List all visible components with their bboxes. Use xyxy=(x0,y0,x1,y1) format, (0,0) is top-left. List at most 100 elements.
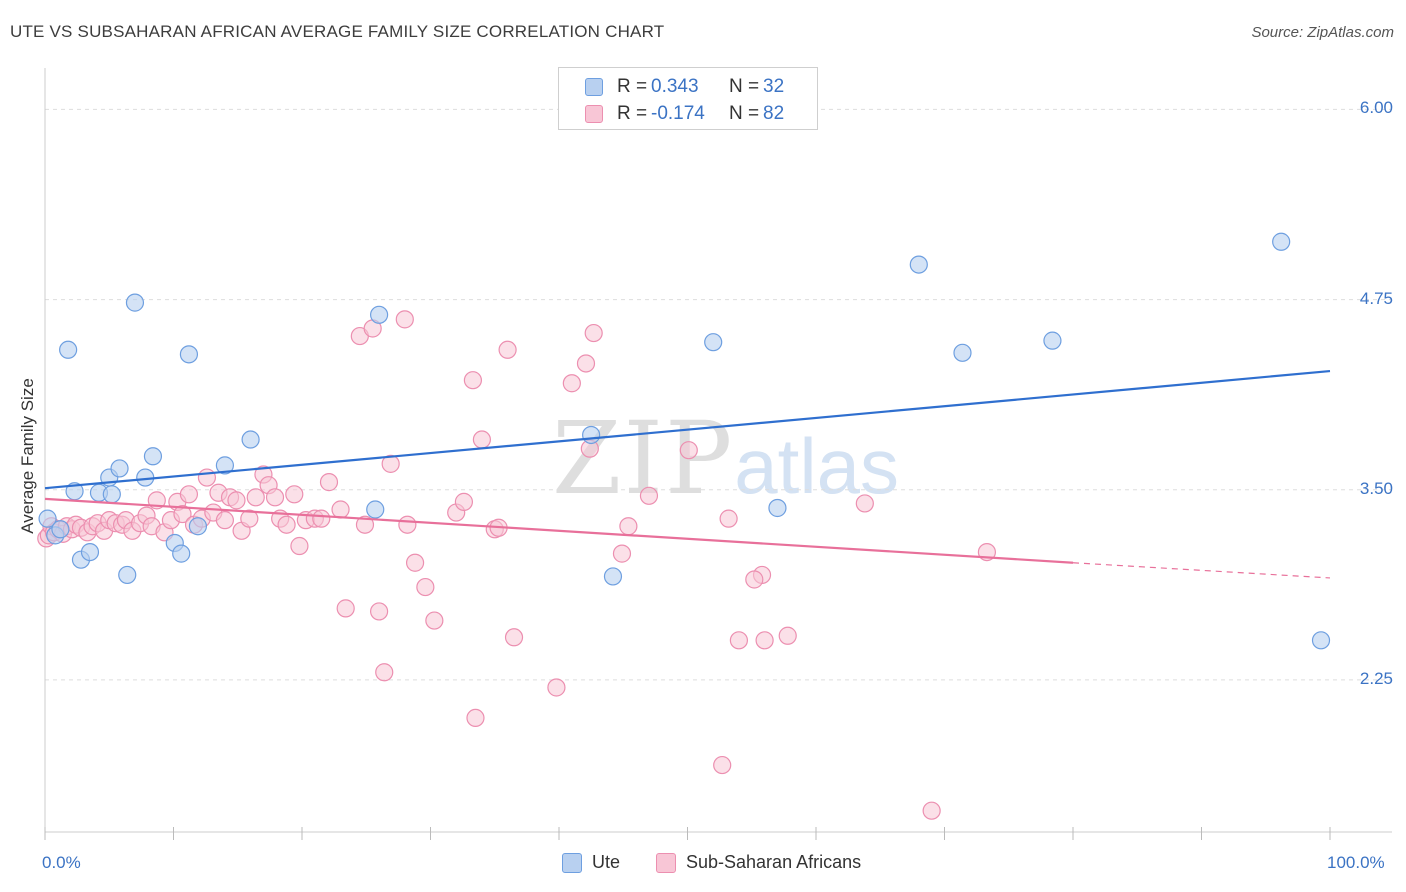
ute-point xyxy=(366,500,385,519)
ute-point xyxy=(370,305,389,324)
ute-points xyxy=(38,232,1331,650)
ssa-point xyxy=(227,491,246,510)
ute-point xyxy=(1043,331,1062,350)
legend-n-value: 82 xyxy=(763,103,785,124)
ssa-point xyxy=(240,509,259,528)
ute-point xyxy=(582,425,601,445)
source-label: Source: ZipAtlas.com xyxy=(1251,24,1394,41)
ssa-point xyxy=(576,354,596,373)
y-tick-label: 6.00 xyxy=(1359,98,1393,118)
ssa-point xyxy=(778,626,797,645)
series-swatch-ute xyxy=(562,852,582,873)
ssa-point xyxy=(331,500,350,519)
ssa-trend-line xyxy=(44,497,1074,564)
ute-point xyxy=(909,255,928,274)
ute-point xyxy=(953,343,972,362)
ssa-point xyxy=(319,473,339,492)
ssa-point xyxy=(395,310,414,329)
ssa-point xyxy=(584,323,603,343)
x-tick-label-min: 0.0% xyxy=(42,853,81,872)
ssa-point xyxy=(504,628,524,647)
series-legend-ute[interactable]: Ute xyxy=(562,852,620,873)
ssa-point xyxy=(463,371,483,390)
ssa-point xyxy=(466,708,485,728)
ute-point xyxy=(603,567,623,586)
legend-r-value: -0.174 xyxy=(651,103,705,124)
ssa-point xyxy=(197,468,217,487)
ute-point xyxy=(125,293,145,312)
y-tick-label: 4.75 xyxy=(1359,288,1393,308)
trend-lines xyxy=(44,369,1331,579)
ute-point xyxy=(1272,232,1291,251)
legend-row-ute: R = 0.343 N = 32 xyxy=(585,74,784,100)
ssa-point xyxy=(922,801,941,820)
ssa-point xyxy=(312,509,331,528)
legend-swatch-ute xyxy=(585,78,603,96)
ute-trend-line xyxy=(44,369,1331,490)
watermark-atlas: atlas xyxy=(734,422,900,510)
ssa-point xyxy=(375,663,394,682)
ssa-point xyxy=(454,492,474,511)
ssa-trend-extension xyxy=(1072,562,1331,579)
x-tick-label-max: 100.0% xyxy=(1327,853,1385,872)
ssa-point xyxy=(246,488,265,507)
axes xyxy=(44,68,1392,840)
ssa-point xyxy=(173,504,192,524)
ssa-point xyxy=(612,544,632,563)
ssa-point xyxy=(498,340,517,359)
correlation-legend: R = 0.343 N = 32 R = -0.174 N = 82 xyxy=(558,67,818,130)
ssa-point xyxy=(619,517,638,536)
ssa-point xyxy=(755,631,774,650)
ssa-point xyxy=(405,553,425,572)
ssa-point xyxy=(713,755,732,775)
ute-point xyxy=(704,333,723,352)
ssa-point xyxy=(355,515,375,534)
ute-point xyxy=(215,456,234,475)
ssa-point xyxy=(425,611,444,630)
ssa-point xyxy=(719,509,738,528)
ssa-point xyxy=(381,454,400,473)
legend-r-value: 0.343 xyxy=(651,76,699,97)
legend-r-label: R = xyxy=(617,76,648,97)
ssa-point xyxy=(729,631,749,650)
ssa-point xyxy=(277,515,296,534)
ssa-point xyxy=(745,570,764,589)
ssa-point xyxy=(336,599,355,618)
legend-n-label: N = xyxy=(729,76,760,97)
ute-point xyxy=(172,544,191,563)
ute-point xyxy=(768,498,787,518)
ssa-point xyxy=(562,374,581,393)
ssa-point xyxy=(215,511,234,530)
ssa-point xyxy=(547,678,566,697)
ssa-point xyxy=(679,441,698,460)
legend-n-value: 32 xyxy=(763,76,785,97)
ute-point xyxy=(38,509,57,528)
ssa-point xyxy=(472,430,491,449)
series-label-ssa: Sub-Saharan Africans xyxy=(686,852,862,872)
ssa-point xyxy=(179,485,199,504)
series-legend-ssa[interactable]: Sub-Saharan Africans xyxy=(656,852,861,873)
ute-point xyxy=(143,447,163,466)
ute-point xyxy=(59,340,78,359)
ssa-points xyxy=(37,310,997,820)
ssa-point xyxy=(639,486,659,505)
grid-lines xyxy=(45,108,1392,681)
legend-n-label: N = xyxy=(729,103,760,124)
y-tick-label: 3.50 xyxy=(1359,478,1393,498)
ute-point xyxy=(1311,631,1331,650)
ute-point xyxy=(80,542,100,562)
series-legend: Ute Sub-Saharan Africans xyxy=(0,852,1406,878)
ssa-point xyxy=(370,602,389,621)
ssa-point xyxy=(285,485,304,504)
y-axis-title: Average Family Size xyxy=(18,378,37,534)
chart-title: UTE VS SUBSAHARAN AFRICAN AVERAGE FAMILY… xyxy=(10,22,665,41)
legend-r-label: R = xyxy=(617,103,648,124)
legend-swatch-ssa xyxy=(585,105,603,123)
ute-point xyxy=(118,565,137,585)
ute-point xyxy=(110,459,129,478)
ute-point xyxy=(51,520,70,539)
series-label-ute: Ute xyxy=(592,852,621,872)
legend-row-ssa: R = -0.174 N = 82 xyxy=(585,101,784,127)
ssa-point xyxy=(290,536,309,556)
